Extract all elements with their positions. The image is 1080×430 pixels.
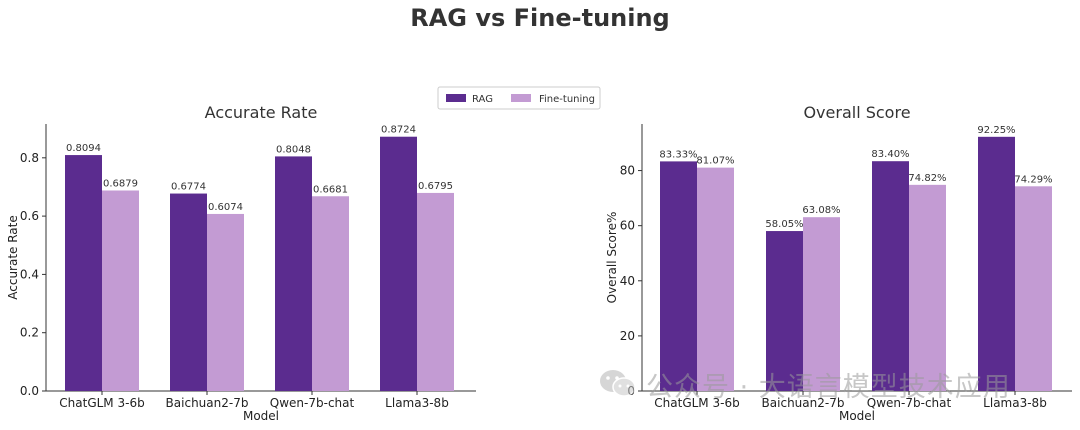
legend-swatch-rag bbox=[446, 94, 466, 102]
bar-value-label: 74.29% bbox=[1014, 174, 1052, 185]
y-tick-label: 0.8 bbox=[20, 151, 39, 165]
x-tick-label: Qwen-7b-chat bbox=[867, 396, 952, 410]
bar-value-label: 0.8724 bbox=[381, 125, 416, 136]
bar-rag bbox=[275, 156, 312, 391]
legend: RAG Fine-tuning bbox=[437, 86, 601, 110]
bar-fine-tuning bbox=[1015, 186, 1052, 391]
bar-value-label: 83.33% bbox=[659, 149, 697, 160]
bar-value-label: 81.07% bbox=[696, 156, 734, 167]
x-tick-label: Llama3-8b bbox=[385, 396, 449, 410]
y-tick-label: 0.4 bbox=[20, 267, 39, 281]
bar-value-label: 0.6774 bbox=[171, 182, 206, 193]
bar-value-label: 0.8048 bbox=[276, 144, 311, 155]
bar-fine-tuning bbox=[207, 213, 244, 391]
bar-value-label: 58.05% bbox=[765, 219, 803, 230]
x-tick-label: Llama3-8b bbox=[983, 396, 1047, 410]
accurate-rate-chart: Accurate Rate 0.0 0.2 0.4 0.6 0.8 Accurate Rat… bbox=[6, 103, 476, 423]
bar-rag bbox=[872, 161, 909, 391]
x-tick-label: ChatGLM 3-6b bbox=[654, 396, 739, 410]
y-tick-label: 0.6 bbox=[20, 209, 39, 223]
y-tick-label: 60 bbox=[620, 219, 635, 233]
bar-fine-tuning bbox=[803, 217, 840, 391]
y-tick-label: 0 bbox=[627, 384, 635, 398]
y-tick-label: 0.0 bbox=[20, 384, 39, 398]
bar-value-label: 74.82% bbox=[908, 173, 946, 184]
y-tick-label: 0.2 bbox=[20, 326, 39, 340]
bar-rag bbox=[660, 161, 697, 391]
bar-value-label: 63.08% bbox=[802, 205, 840, 216]
bar-value-label: 92.25% bbox=[977, 125, 1015, 136]
y-tick-label: 80 bbox=[620, 164, 635, 178]
bar-rag bbox=[170, 193, 207, 391]
bar-fine-tuning bbox=[312, 196, 349, 391]
x-axis-label: Model bbox=[839, 409, 875, 423]
chart-title: Overall Score bbox=[803, 103, 910, 122]
bar-value-label: 0.8094 bbox=[66, 143, 101, 154]
bar-value-label: 0.6879 bbox=[103, 178, 138, 189]
x-tick-label: Qwen-7b-chat bbox=[270, 396, 355, 410]
bar-rag bbox=[766, 231, 803, 391]
legend-swatch-fine-tuning bbox=[511, 94, 531, 102]
y-tick-label: 40 bbox=[620, 274, 635, 288]
bar-value-label: 0.6074 bbox=[208, 202, 243, 213]
x-axis-label: Model bbox=[243, 409, 279, 423]
legend-label-fine-tuning: Fine-tuning bbox=[539, 94, 595, 105]
bar-fine-tuning bbox=[417, 192, 454, 391]
legend-label-rag: RAG bbox=[472, 94, 493, 105]
bar-fine-tuning bbox=[909, 184, 946, 391]
y-axis-label: Overall Score% bbox=[605, 212, 619, 304]
overall-score-chart: Overall Score 0 20 40 60 80 Overall Score% 83.3… bbox=[605, 103, 1072, 423]
bar-value-label: 0.6681 bbox=[313, 184, 348, 195]
x-tick-label: Baichuan2-7b bbox=[762, 396, 845, 410]
x-tick-label: Baichuan2-7b bbox=[166, 396, 249, 410]
bar-value-label: 0.6795 bbox=[418, 181, 453, 192]
x-tick-label: ChatGLM 3-6b bbox=[59, 396, 144, 410]
bar-rag bbox=[65, 155, 102, 391]
bar-fine-tuning bbox=[102, 190, 139, 391]
bar-rag bbox=[978, 136, 1015, 391]
figure-title: RAG vs Fine-tuning bbox=[410, 4, 669, 32]
bar-rag bbox=[380, 136, 417, 391]
y-tick-label: 20 bbox=[620, 329, 635, 343]
bar-fine-tuning bbox=[697, 167, 734, 391]
bar-value-label: 83.40% bbox=[871, 149, 909, 160]
chart-title: Accurate Rate bbox=[205, 103, 318, 122]
y-axis-label: Accurate Rate bbox=[6, 215, 20, 300]
